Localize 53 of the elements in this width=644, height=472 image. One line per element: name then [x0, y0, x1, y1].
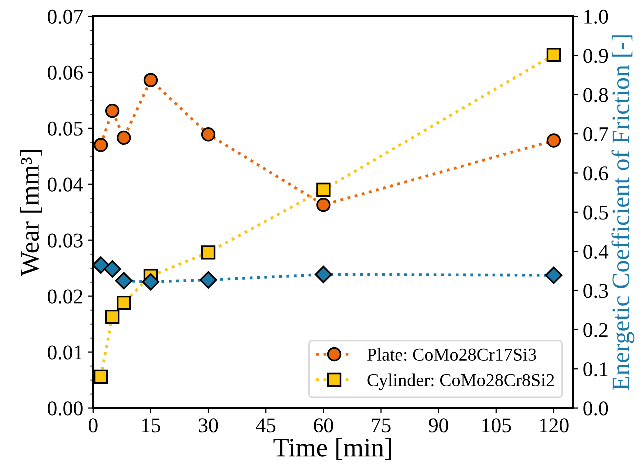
- point: [105, 310, 120, 324]
- y-tick-label: 0.05: [48, 122, 83, 136]
- y2-tick-label: 0.2: [584, 323, 608, 338]
- point: [117, 130, 132, 146]
- y2-axis-title: Energetic Coefficient of Friction [-]: [612, 36, 635, 390]
- y2-tick-label: 0.5: [584, 206, 608, 220]
- point: [546, 134, 562, 148]
- y-tick-label: 0.01: [48, 346, 82, 360]
- y2-tick-label: 0.7: [584, 127, 608, 142]
- y-tick-label: 0.04: [48, 178, 84, 192]
- y-tick-label: 0.00: [48, 402, 83, 416]
- y2-tick-label: 1.0: [584, 10, 608, 24]
- x-tick-label: 15: [142, 418, 161, 433]
- point: [314, 266, 332, 284]
- x-tick-label: 120: [540, 418, 569, 433]
- point: [117, 296, 132, 310]
- y2-tick-label: 0.1: [584, 362, 608, 377]
- point: [115, 272, 133, 290]
- point: [94, 370, 108, 384]
- point: [545, 266, 563, 284]
- y2-tick-label: 0.3: [584, 284, 608, 298]
- point: [316, 182, 331, 198]
- y2-tick-label: 0.4: [584, 244, 609, 260]
- point: [316, 198, 331, 212]
- y-tick-label: 0.07: [48, 10, 84, 24]
- x-tick-label: 0: [88, 418, 98, 433]
- legend-label: Cylinder: CoMo28Cr8Si2: [368, 374, 554, 390]
- point: [142, 273, 160, 291]
- y-tick-label: 0.03: [48, 234, 83, 248]
- point: [93, 256, 110, 274]
- point: [200, 271, 218, 289]
- y-axis-title: Wear [mm³]: [20, 150, 42, 276]
- point: [201, 246, 216, 260]
- y2-tick-label: 0.6: [584, 166, 608, 181]
- x-tick-label: 30: [199, 418, 218, 433]
- y-tick-label: 0.02: [48, 290, 83, 304]
- x-tick-label: 90: [429, 418, 448, 433]
- point: [201, 128, 216, 142]
- y2-tick-label: 0.9: [584, 49, 608, 64]
- x-tick-label: 60: [314, 418, 334, 433]
- x-tick-label: 45: [256, 418, 276, 433]
- x-axis-title: Time [min]: [274, 438, 392, 460]
- point: [105, 104, 120, 118]
- y-tick-label: 0.06: [48, 66, 84, 80]
- point: [104, 260, 122, 278]
- point: [144, 73, 158, 88]
- point: [546, 48, 562, 62]
- y2-tick-label: 0.0: [584, 402, 608, 416]
- legend-label: Plate: CoMo28Cr17Si3: [368, 348, 536, 362]
- x-tick-label: 105: [482, 418, 512, 433]
- point: [94, 138, 108, 152]
- x-tick-label: 75: [372, 418, 391, 433]
- y2-tick-label: 0.8: [584, 88, 608, 102]
